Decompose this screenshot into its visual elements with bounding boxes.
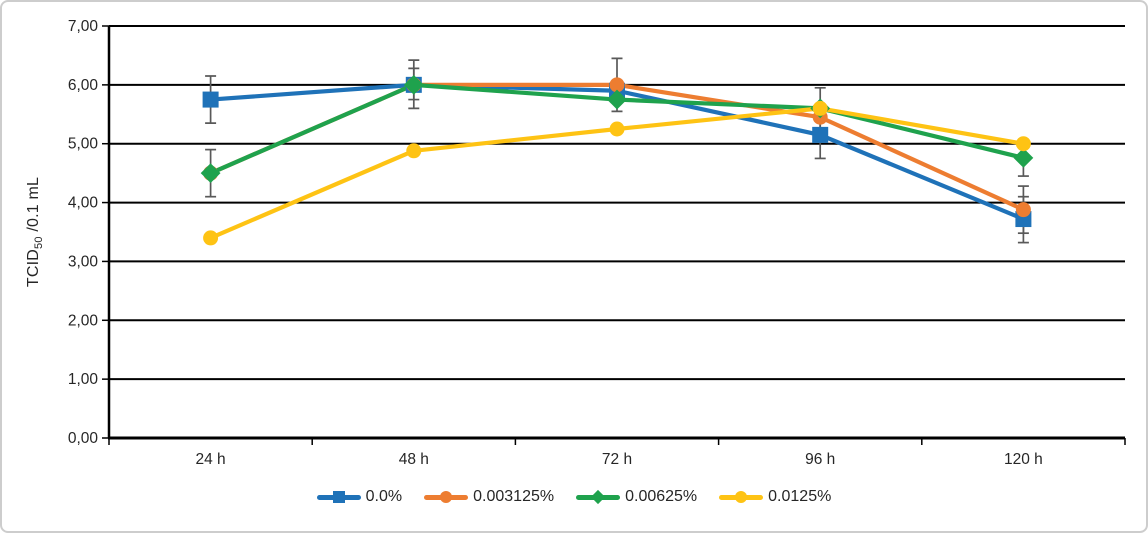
legend-marker-square-icon [332,491,345,503]
legend-label: 0.0125% [768,488,832,505]
data-point-square [202,91,219,108]
y-tick-label: 5,00 [68,136,99,153]
legend-label: 0.003125% [473,488,555,505]
legend-key [424,489,469,505]
legend-key [316,489,361,505]
legend-item: 0.003125% [424,488,554,506]
y-axis-title-suffix: /0.1 mL [25,176,42,237]
y-tick-label: 1,00 [68,371,99,388]
x-tick-label: 48 h [399,451,429,468]
data-point-circle [1015,136,1031,152]
x-tick-label: 24 h [196,451,226,468]
y-axis-title-prefix: TCID [25,248,42,288]
y-tick-label: 3,00 [68,253,99,270]
legend-marker-diamond-icon [591,489,606,505]
y-tick-label: 6,00 [68,77,99,94]
x-tick-label: 96 h [805,451,835,468]
data-point-diamond [200,163,221,184]
data-point-circle [406,143,422,159]
legend-key [719,489,764,505]
y-tick-label: 0,00 [68,430,99,447]
legend-key [576,489,621,505]
legend-marker-circle-icon [440,491,453,503]
data-point-circle [812,100,828,116]
y-tick-label: 4,00 [68,195,99,212]
y-tick-label: 7,00 [68,18,99,35]
y-tick-label: 2,00 [68,312,99,329]
data-point-circle [609,77,625,93]
legend-item: 0.0% [316,488,403,506]
data-point-circle [609,121,625,137]
chart-legend: 0.0% 0.003125% 0.00625% 0.0125% [2,488,1146,506]
data-point-square [812,126,829,143]
legend-marker-circle-icon [735,491,748,503]
y-axis-title: TCID50 /0.1 mL [25,177,45,287]
x-tick-label: 120 h [1004,451,1043,468]
data-point-circle [203,230,219,246]
y-axis-title-subscript: 50 [33,236,45,249]
legend-item: 0.0125% [719,488,831,506]
legend-item: 0.00625% [576,488,697,506]
legend-label: 0.00625% [625,488,698,505]
legend-label: 0.0% [365,488,403,505]
x-tick-label: 72 h [602,451,632,468]
data-point-circle [1015,202,1031,218]
data-point-diamond [403,74,424,95]
